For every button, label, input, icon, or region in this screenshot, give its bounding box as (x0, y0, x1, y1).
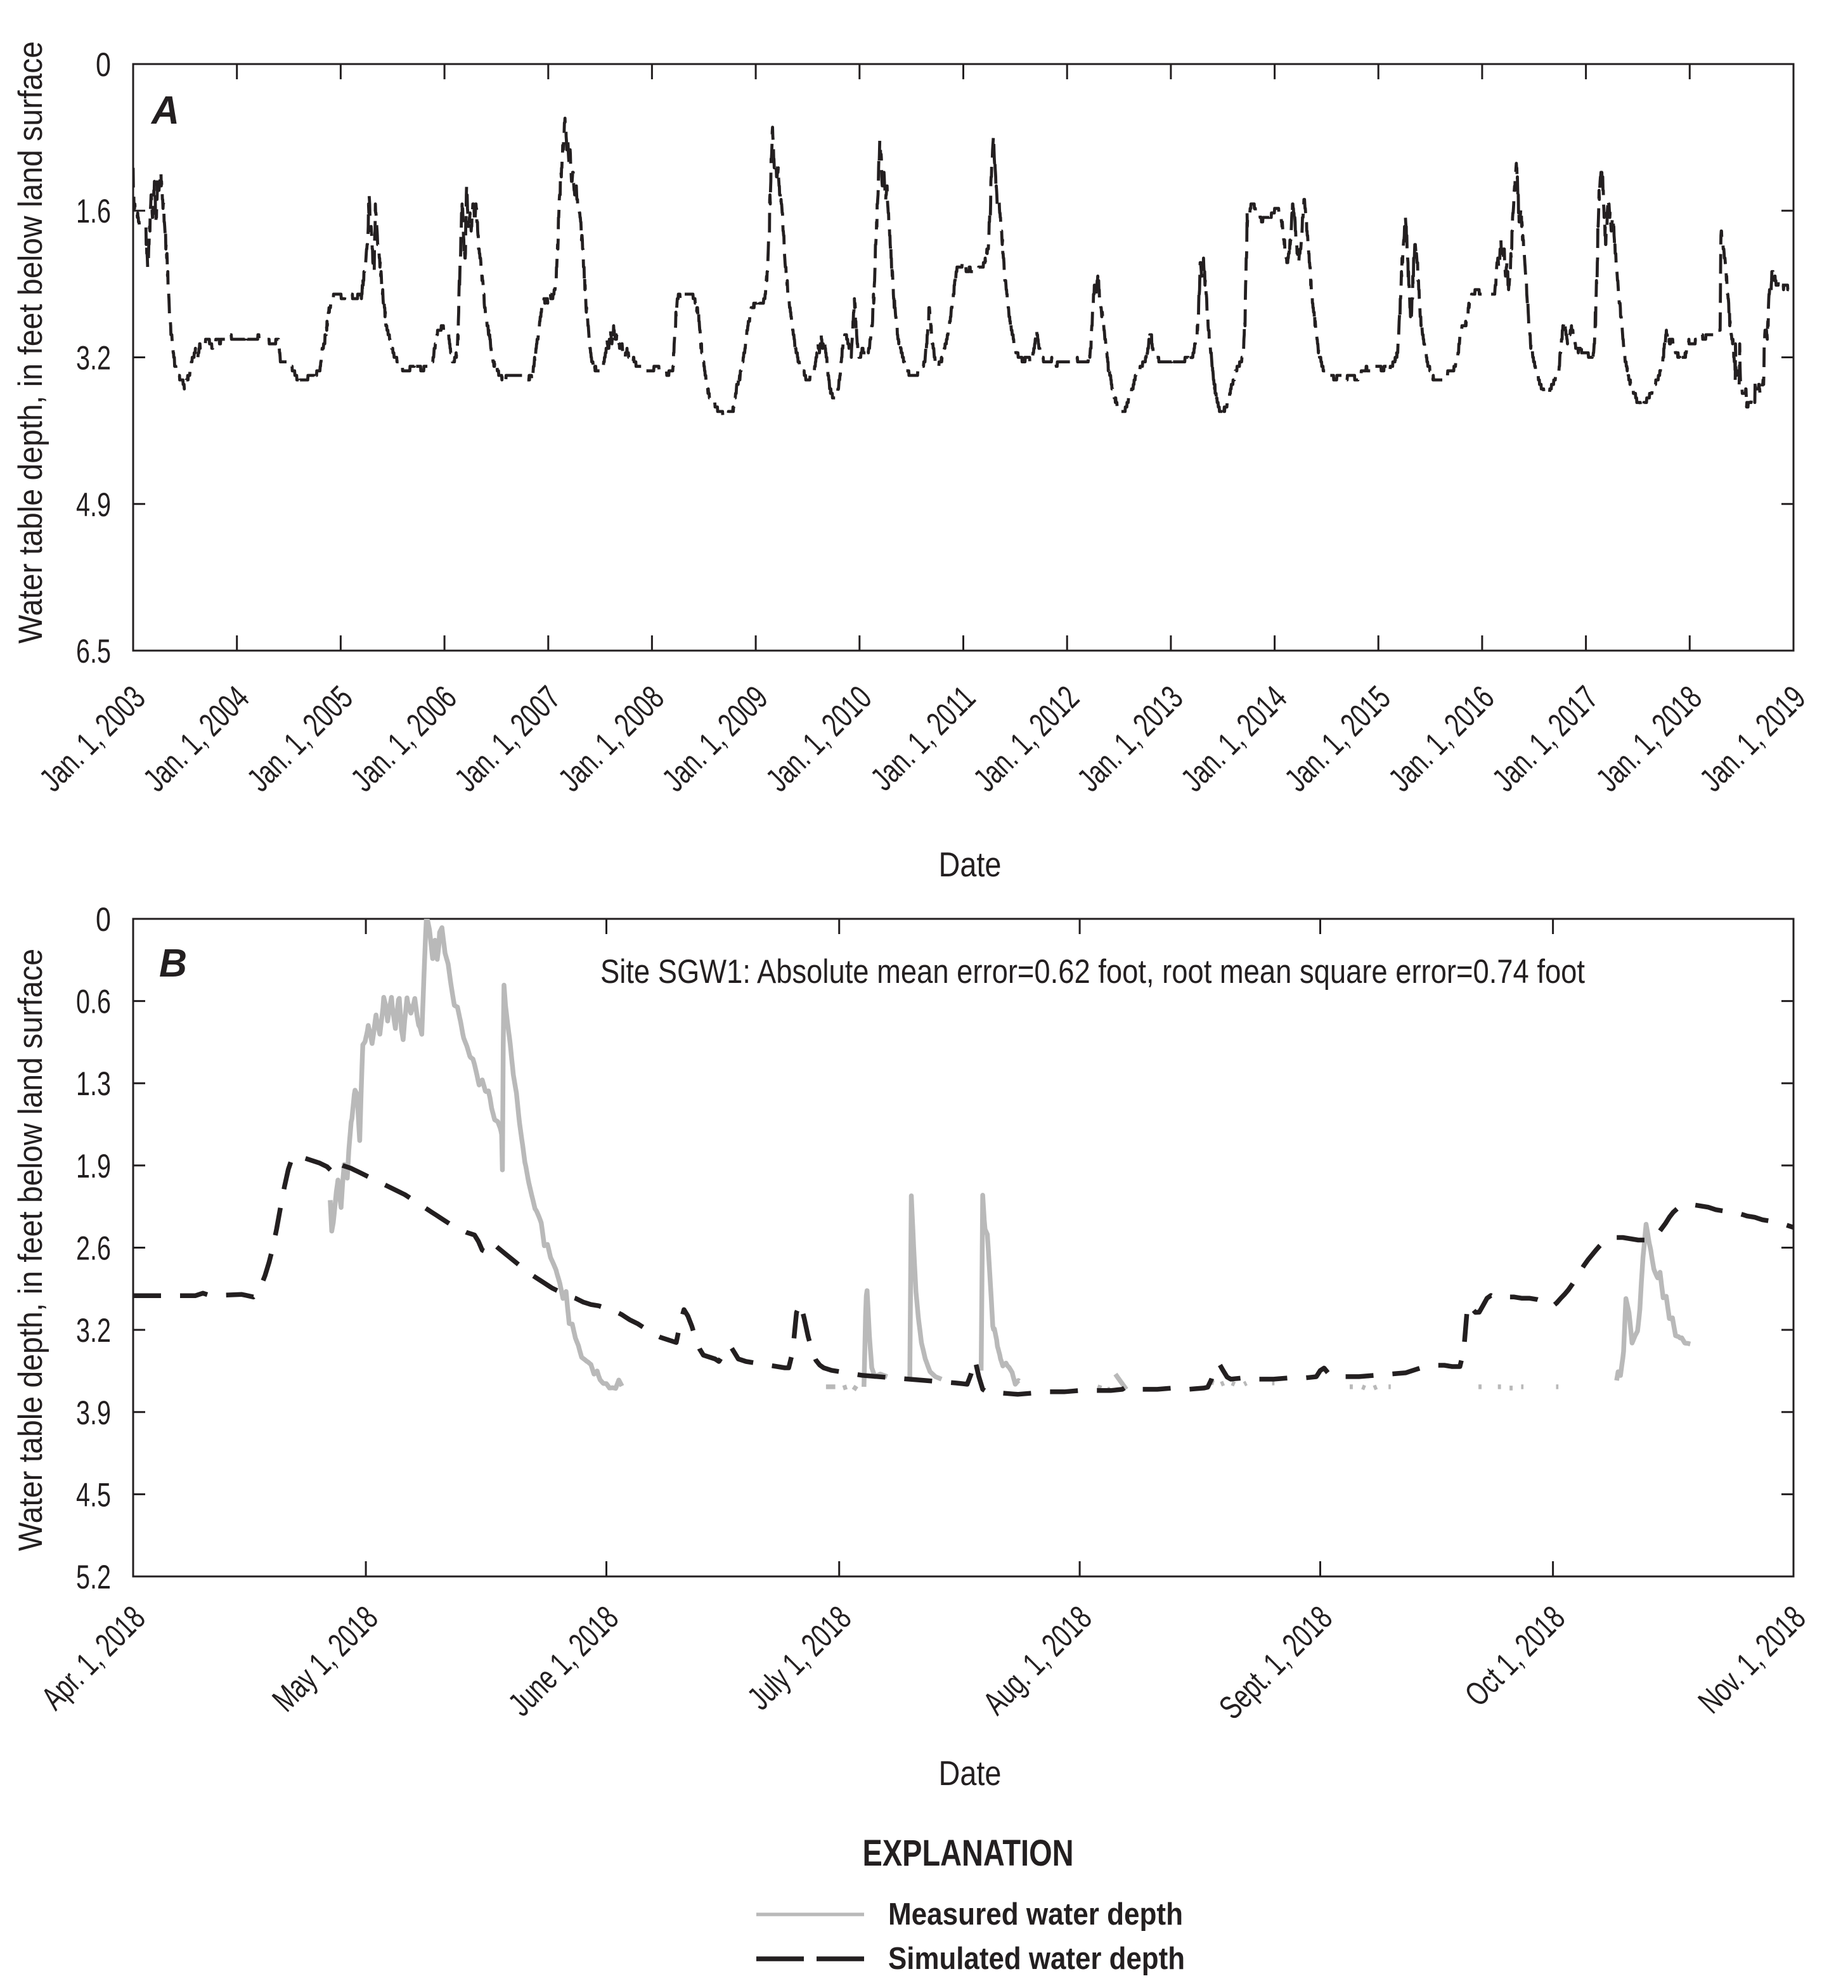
svg-text:3.2: 3.2 (76, 340, 111, 377)
svg-text:0.6: 0.6 (76, 984, 111, 1021)
svg-text:B: B (159, 942, 187, 985)
svg-text:2.6: 2.6 (76, 1230, 111, 1268)
svg-text:Water table depth, in feet bel: Water table depth, in feet below land su… (12, 949, 49, 1551)
svg-text:Simulated water depth: Simulated water depth (888, 1942, 1185, 1976)
svg-text:4.9: 4.9 (76, 486, 111, 524)
svg-text:A: A (150, 89, 179, 133)
svg-text:1.6: 1.6 (76, 193, 111, 230)
svg-text:Date: Date (939, 845, 1002, 884)
svg-text:0: 0 (96, 901, 111, 939)
svg-text:Water table depth, in feet bel: Water table depth, in feet below land su… (12, 41, 49, 644)
svg-text:1.9: 1.9 (76, 1148, 111, 1185)
svg-text:4.5: 4.5 (76, 1476, 111, 1514)
svg-text:Measured water depth: Measured water depth (888, 1897, 1183, 1932)
svg-text:6.5: 6.5 (76, 633, 111, 670)
svg-text:3.9: 3.9 (76, 1394, 111, 1432)
svg-text:3.2: 3.2 (76, 1312, 111, 1349)
svg-text:EXPLANATION: EXPLANATION (863, 1833, 1074, 1874)
svg-text:1.3: 1.3 (76, 1065, 111, 1103)
svg-text:Date: Date (939, 1753, 1002, 1793)
svg-text:5.2: 5.2 (76, 1559, 111, 1596)
svg-text:Site SGW1: Absolute mean error: Site SGW1: Absolute mean error=0.62 foot… (600, 953, 1585, 991)
svg-text:0: 0 (96, 46, 111, 84)
